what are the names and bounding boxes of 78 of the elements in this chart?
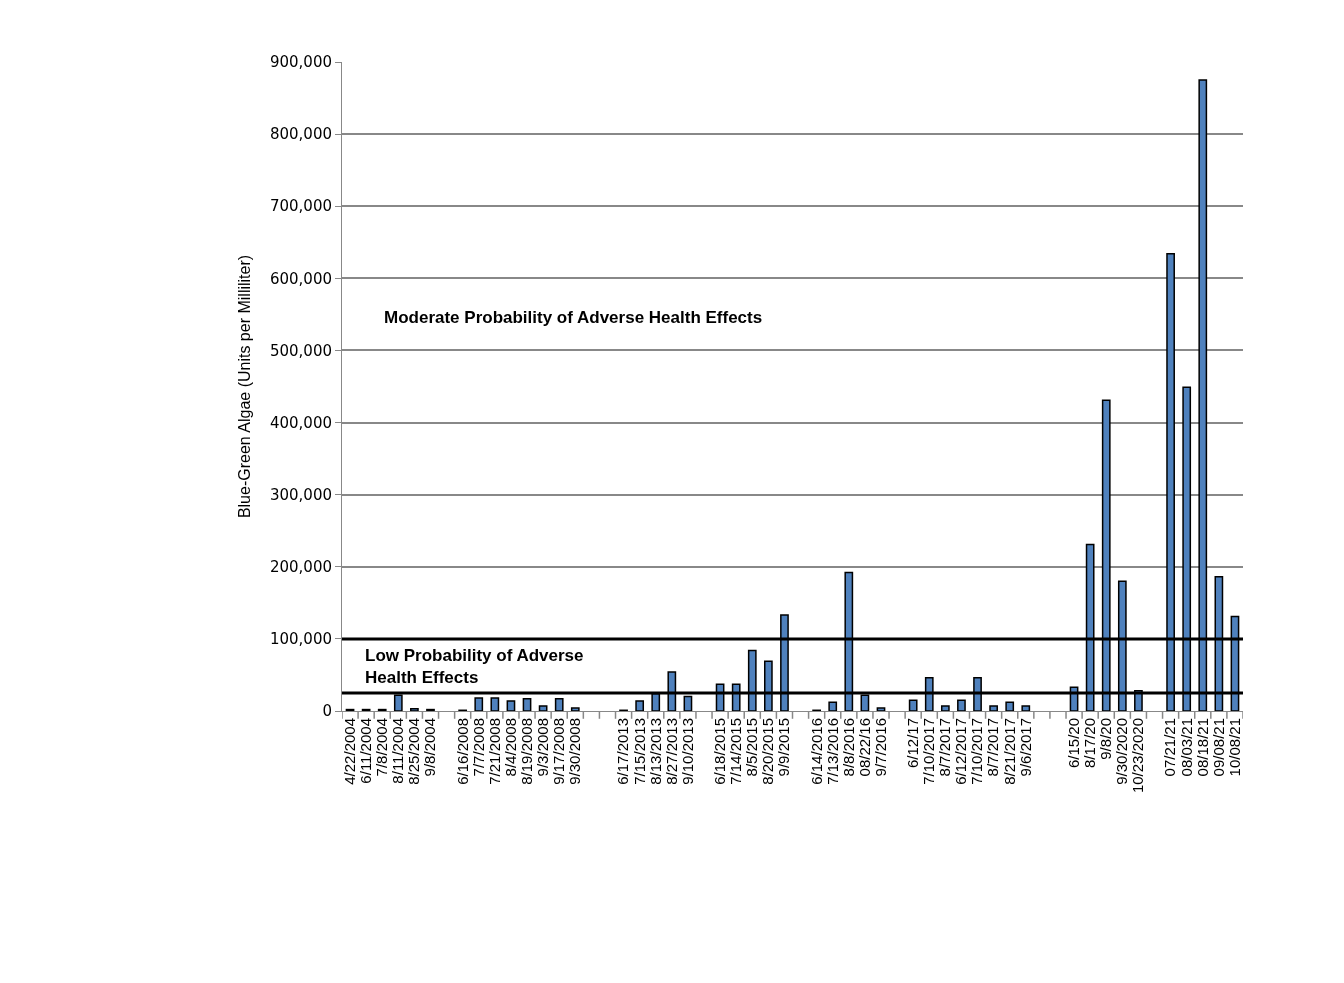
x-tick-label: 09/08/21 (1209, 718, 1227, 777)
x-tick-label: 08/22/16 (855, 718, 873, 777)
bar (506, 700, 516, 711)
x-tick-label: 6/11/2004 (357, 718, 375, 784)
bar (635, 700, 645, 711)
y-tick-label: 300,000 (269, 485, 332, 504)
x-tick-label: 8/8/2016 (839, 718, 857, 777)
x-tick-label: 08/18/21 (1193, 718, 1211, 777)
bar (940, 705, 950, 711)
x-tick-label: 8/20/2015 (759, 718, 777, 785)
x-tick-label: 7/8/2004 (373, 718, 391, 777)
annotation: Moderate Probability of Adverse Health Effects (384, 308, 763, 327)
x-tick-label: 8/19/2008 (517, 718, 535, 785)
x-tick-label: 8/5/2015 (743, 718, 761, 777)
x-tick-label: 8/11/2004 (389, 718, 407, 784)
bar (1005, 701, 1015, 711)
x-tick-label: 8/21/2017 (1000, 718, 1018, 785)
x-tick-label: 8/7/2017 (936, 718, 954, 777)
y-axis-title: Blue-Green Algae (Units per Milliliter) (235, 254, 253, 519)
x-tick-label: 7/15/2013 (630, 718, 648, 785)
x-tick-label: 9/17/2008 (550, 718, 568, 785)
y-tick-label: 0 (322, 702, 332, 721)
bar (683, 695, 693, 711)
x-tick-label: 9/6/2017 (1016, 718, 1034, 777)
bar (989, 705, 998, 711)
y-tick-label: 600,000 (269, 269, 332, 288)
y-tick-label: 700,000 (269, 197, 332, 216)
y-tick-label: 900,000 (269, 53, 332, 72)
x-tick-label: 9/3/2008 (533, 718, 551, 777)
x-tick-label: 8/25/2004 (405, 718, 423, 785)
x-tick-label: 8/4/2008 (501, 718, 519, 777)
y-tick-label: 100,000 (269, 630, 332, 649)
x-tick-label: 8/17/20 (1081, 718, 1099, 769)
x-tick-label: 7/10/2017 (920, 718, 938, 785)
bar (570, 707, 580, 711)
x-tick-label: 6/15/20 (1064, 718, 1082, 769)
bar (490, 697, 500, 711)
x-tick-label: 6/14/2016 (807, 718, 825, 785)
x-tick-label: 8/27/2013 (662, 718, 680, 785)
x-tick-label: 6/17/2013 (614, 718, 632, 785)
x-tick-label: 7/21/2008 (485, 718, 503, 785)
x-tick-label: 9/8/20 (1097, 718, 1115, 760)
x-tick-label: 6/12/2017 (952, 718, 970, 785)
x-tick-label: 9/10/2013 (678, 718, 696, 785)
bar (538, 705, 548, 711)
bar (957, 699, 966, 711)
y-tick-label: 200,000 (269, 558, 332, 577)
x-tick-label: 8/13/2013 (646, 718, 664, 785)
bar (554, 697, 564, 711)
bar (1021, 705, 1031, 711)
x-tick-label: 9/30/2008 (566, 718, 584, 785)
x-tick-label: 9/8/2004 (421, 718, 439, 777)
y-tick-label: 400,000 (269, 413, 332, 432)
x-tick-label: 7/13/2016 (823, 718, 841, 785)
x-tick-label: 9/7/2016 (871, 718, 889, 777)
bar (908, 699, 918, 711)
annotation: Low Probability of Adverse Health Effects (365, 646, 584, 688)
x-tick-label: 6/12/17 (904, 718, 922, 769)
x-tick-label: 08/03/21 (1177, 718, 1195, 777)
x-tick-label: 10/08/21 (1225, 718, 1243, 777)
x-tick-label: 6/16/2008 (453, 718, 471, 785)
x-tick-label: 07/21/21 (1161, 718, 1179, 777)
bar (410, 708, 419, 711)
x-tick-label: 6/18/2015 (710, 718, 728, 785)
x-tick-label: 10/23/2020 (1129, 718, 1147, 794)
y-tick-label: 500,000 (269, 341, 332, 360)
x-tick-label: 7/10/2017 (968, 718, 986, 785)
x-tick-label: 7/14/2015 (727, 718, 745, 785)
x-tick-label: 8/7/2017 (984, 718, 1002, 777)
bar (522, 697, 532, 711)
bar (474, 697, 484, 711)
x-tick-label: 9/30/2020 (1113, 718, 1131, 785)
x-tick-label: 4/22/2004 (340, 718, 358, 785)
bar (876, 707, 886, 711)
x-tick-label: 9/9/2015 (775, 718, 793, 777)
x-tick-label: 7/7/2008 (469, 718, 487, 777)
y-tick-label: 800,000 (269, 125, 332, 144)
bar (828, 701, 838, 711)
